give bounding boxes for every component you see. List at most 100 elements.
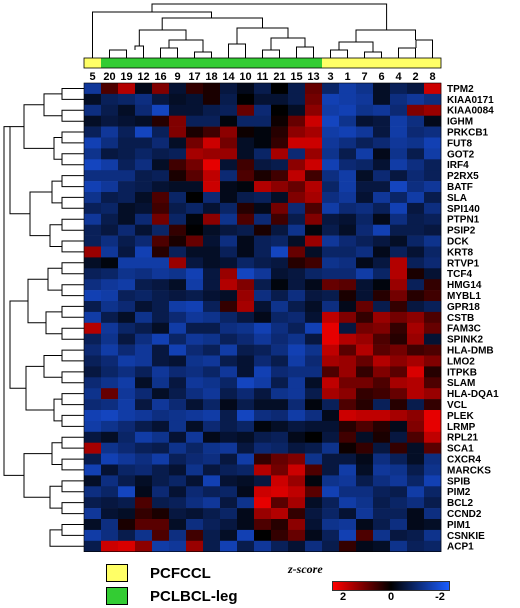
row-label: CCND2 bbox=[447, 509, 482, 520]
row-label: IRF4 bbox=[447, 160, 469, 171]
heatmap-cell bbox=[152, 464, 170, 476]
heatmap-cell bbox=[254, 540, 272, 552]
heatmap-cell bbox=[152, 224, 170, 236]
heatmap-cell bbox=[101, 170, 119, 182]
heatmap-cell bbox=[118, 322, 136, 334]
heatmap-cell bbox=[203, 497, 221, 509]
heatmap-cell bbox=[271, 519, 289, 531]
heatmap-cell bbox=[220, 104, 238, 116]
heatmap-cell bbox=[220, 148, 238, 160]
heatmap-cell bbox=[407, 475, 425, 487]
row-label: GOT2 bbox=[447, 149, 475, 160]
heatmap-cell bbox=[101, 388, 119, 400]
row-label: SPIB bbox=[447, 476, 470, 487]
heatmap-cell bbox=[186, 388, 204, 400]
heatmap-cell bbox=[373, 137, 391, 149]
heatmap-cell bbox=[152, 497, 170, 509]
heatmap-cell bbox=[254, 257, 272, 269]
heatmap-cell bbox=[373, 311, 391, 324]
heatmap-cell bbox=[356, 399, 374, 411]
heatmap-cell bbox=[203, 333, 221, 345]
heatmap-cell bbox=[305, 431, 323, 443]
heatmap-cell bbox=[339, 224, 357, 236]
dendro-link bbox=[25, 365, 54, 411]
heatmap-cell bbox=[237, 366, 255, 378]
dendro-link bbox=[194, 51, 212, 58]
row-label: LMO2 bbox=[447, 356, 475, 367]
row-label: ITPKB bbox=[447, 367, 477, 378]
heatmap-cell bbox=[220, 442, 238, 454]
heatmap-cell bbox=[203, 148, 221, 160]
heatmap-cell bbox=[373, 170, 391, 182]
heatmap-cell bbox=[424, 301, 442, 313]
heatmap-cell bbox=[305, 93, 323, 106]
column-label: 9 bbox=[174, 71, 180, 83]
row-labels: TPM2KIAA0171KIAA0084IGHMPRKCB1FUT8GOT2IR… bbox=[447, 84, 499, 553]
heatmap-cell bbox=[118, 126, 136, 138]
heatmap-cell bbox=[407, 115, 425, 127]
heatmap-cell bbox=[254, 377, 272, 389]
heatmap-cell bbox=[237, 224, 255, 236]
heatmap-cell bbox=[186, 410, 204, 422]
heatmap-cell bbox=[305, 519, 323, 531]
row-label: TPM2 bbox=[447, 84, 474, 95]
heatmap-cell bbox=[271, 431, 289, 443]
heatmap-cell bbox=[271, 322, 289, 334]
heatmap-cell bbox=[322, 475, 340, 487]
heatmap-cell bbox=[322, 442, 340, 454]
heatmap-cell bbox=[237, 475, 255, 487]
heatmap-cell bbox=[237, 301, 255, 313]
heatmap-cell bbox=[288, 159, 306, 171]
heatmap-cell bbox=[322, 246, 340, 258]
heatmap-cell bbox=[169, 322, 187, 334]
dendro-link bbox=[296, 46, 314, 58]
heatmap-cell bbox=[237, 442, 255, 454]
heatmap-cell bbox=[152, 159, 170, 171]
heatmap-cell bbox=[169, 213, 187, 225]
heatmap-cell bbox=[390, 126, 408, 138]
heatmap-cell bbox=[118, 388, 136, 400]
row-label: PLEK bbox=[447, 411, 474, 422]
dendro-link bbox=[29, 191, 52, 237]
heatmap-cell bbox=[169, 192, 187, 204]
heatmap-cell bbox=[305, 181, 323, 193]
dendro-link bbox=[134, 45, 144, 58]
heatmap-cell bbox=[254, 224, 272, 236]
heatmap-cell bbox=[356, 355, 374, 367]
dendro-link bbox=[49, 485, 62, 509]
heatmap-cell bbox=[118, 519, 136, 531]
heatmap-cell bbox=[118, 301, 136, 313]
heatmap-cell bbox=[169, 126, 187, 138]
dendro-link bbox=[27, 278, 48, 324]
heatmap-cell bbox=[288, 257, 306, 269]
heatmap-cell bbox=[373, 420, 391, 433]
heatmap-cell bbox=[203, 377, 221, 389]
heatmap-cell bbox=[186, 442, 204, 454]
heatmap-cell bbox=[101, 355, 119, 367]
heatmap-cell bbox=[152, 301, 170, 313]
heatmap-cell bbox=[203, 224, 221, 236]
row-label: HMG14 bbox=[447, 280, 482, 291]
heatmap-cell bbox=[101, 431, 119, 443]
heatmap-cell bbox=[322, 213, 340, 225]
heatmap-cell bbox=[220, 202, 238, 215]
heatmap-cell bbox=[84, 540, 102, 552]
heatmap-cell bbox=[322, 311, 340, 324]
heatmap-cell bbox=[322, 224, 340, 236]
heatmap-cell bbox=[220, 213, 238, 225]
heatmap-cell bbox=[288, 388, 306, 400]
heatmap-cell bbox=[288, 224, 306, 236]
heatmap-cell bbox=[254, 453, 272, 465]
heatmap-cell bbox=[84, 453, 102, 465]
row-label: SPI140 bbox=[447, 204, 480, 215]
heatmap-cell bbox=[305, 148, 323, 160]
heatmap-cell bbox=[390, 377, 408, 389]
heatmap-cell bbox=[407, 268, 425, 280]
heatmap-cell bbox=[322, 93, 340, 106]
heatmap-cell bbox=[101, 202, 119, 215]
heatmap-cell bbox=[135, 126, 153, 138]
heatmap-cell bbox=[84, 311, 102, 324]
heatmap-cell bbox=[356, 388, 374, 400]
heatmap-cell bbox=[288, 115, 306, 127]
heatmap-cell bbox=[339, 104, 357, 116]
